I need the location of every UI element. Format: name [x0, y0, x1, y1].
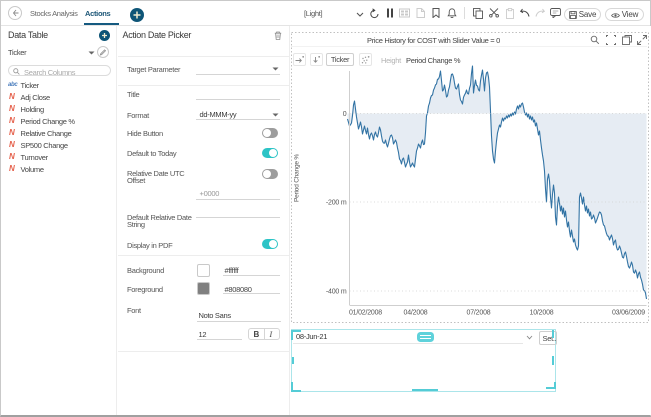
svg-text:-200 m: -200 m [325, 200, 346, 207]
svg-text:03/06/2009: 03/06/2009 [611, 310, 644, 317]
svg-text:01/02/2008: 01/02/2008 [348, 310, 381, 317]
svg-text:07/2008: 07/2008 [466, 310, 490, 317]
svg-text:Period Change %: Period Change % [293, 154, 300, 202]
svg-text:0: 0 [342, 111, 346, 118]
svg-text:10/2008: 10/2008 [529, 310, 553, 317]
svg-text:04/2008: 04/2008 [403, 310, 427, 317]
svg-text:-400 m: -400 m [325, 289, 346, 296]
